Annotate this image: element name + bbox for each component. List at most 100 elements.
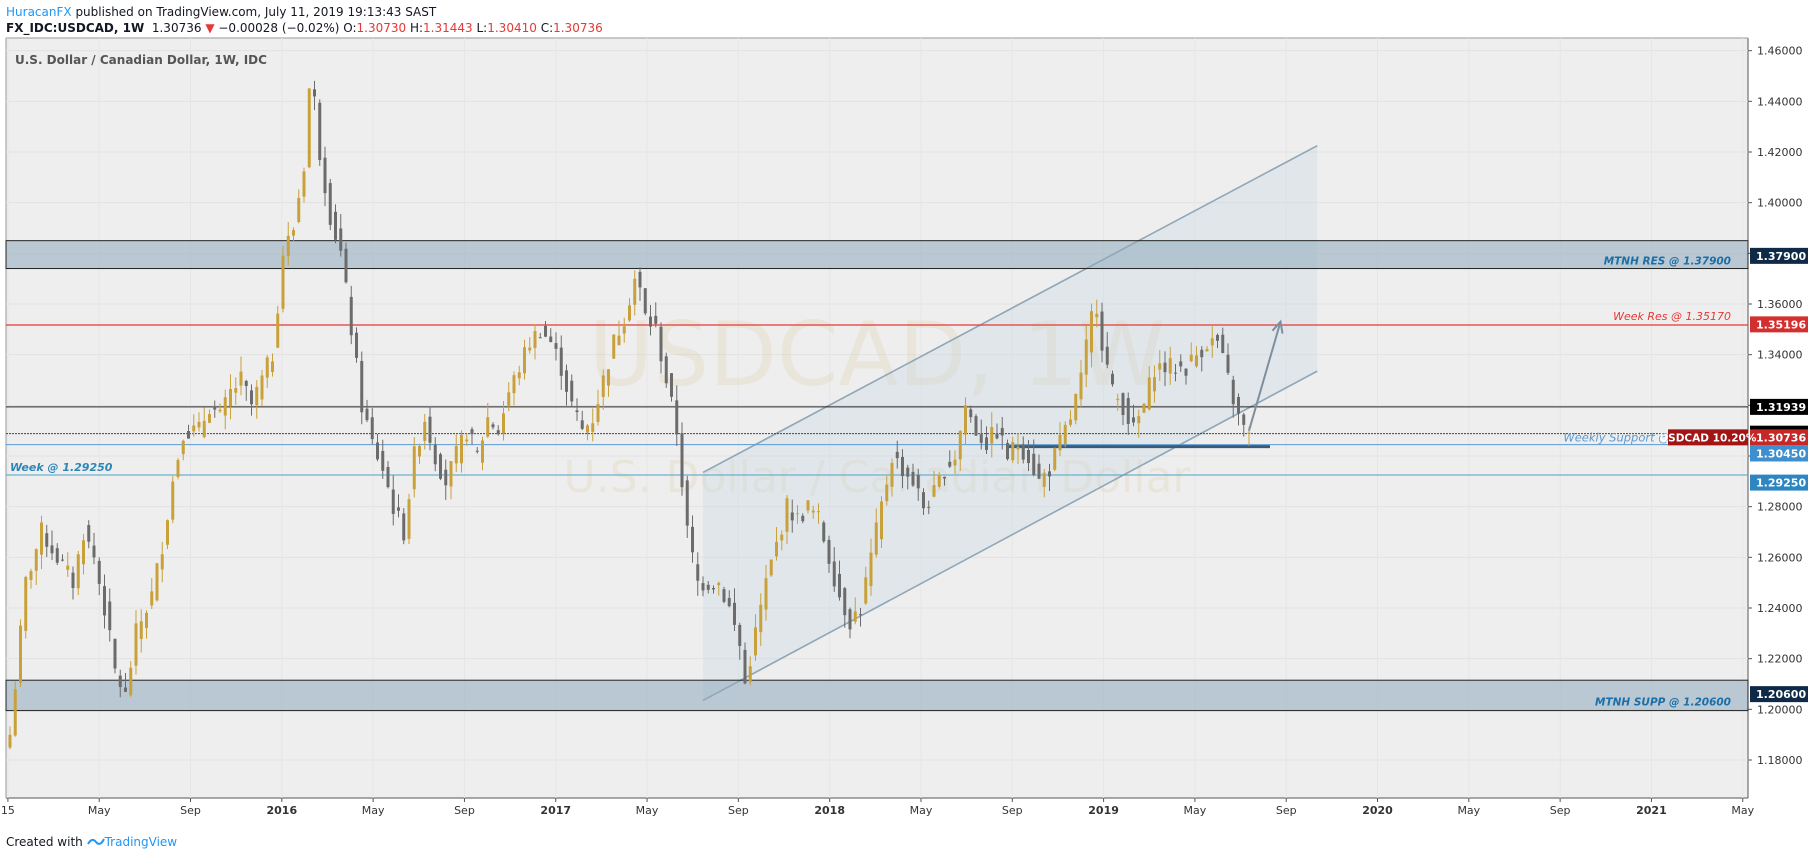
- x-tick-label: May: [362, 804, 385, 817]
- x-tick-label: May: [1457, 804, 1480, 817]
- badge-week-res: [1750, 316, 1808, 333]
- candle-body: [365, 408, 369, 421]
- candle-body: [922, 492, 925, 509]
- candle-body: [591, 423, 595, 432]
- candle-body: [124, 687, 127, 692]
- candle-body: [213, 406, 217, 410]
- candle-body: [596, 404, 600, 422]
- candle-body: [1147, 377, 1151, 410]
- badge-mtnh-res: [1750, 247, 1808, 264]
- chart-title: U.S. Dollar / Canadian Dollar, 1W, IDC: [15, 53, 267, 67]
- candle-body: [454, 445, 458, 464]
- candle-body: [87, 525, 91, 542]
- candle-body: [1021, 444, 1025, 460]
- candle-body: [743, 649, 747, 684]
- candle-body: [670, 373, 673, 397]
- candle-body: [318, 102, 322, 161]
- x-tick-label: Sep: [1002, 804, 1023, 817]
- candle-body: [349, 296, 353, 336]
- candle-body: [202, 420, 206, 438]
- candle-body: [1142, 403, 1146, 413]
- candle-body: [727, 597, 731, 607]
- candle-body: [580, 420, 584, 429]
- candle-body: [370, 417, 374, 440]
- candle-body: [706, 584, 710, 590]
- candle-body: [517, 372, 521, 379]
- candle-body: [1174, 372, 1177, 374]
- candle-body: [796, 513, 799, 515]
- candle-body: [885, 484, 889, 502]
- price-change: −0.00028 (−0.02%): [218, 21, 340, 35]
- badge-last-price-text: 1.30736: [1756, 431, 1806, 444]
- candle-body: [34, 549, 38, 571]
- x-tick-label: Sep: [1550, 804, 1571, 817]
- candle-body: [869, 552, 873, 587]
- candle-body: [1016, 446, 1020, 450]
- channel-lower-line: [702, 370, 1318, 702]
- candle-body: [701, 583, 705, 591]
- candle-body: [192, 425, 196, 432]
- candle-body: [250, 390, 253, 405]
- candle-body: [785, 498, 789, 532]
- x-tick-label: 2018: [814, 804, 845, 817]
- candle-body: [512, 375, 516, 394]
- y-tick-label: 1.26000: [1757, 551, 1803, 564]
- candle-body: [927, 506, 931, 508]
- candle-body: [444, 469, 448, 486]
- candle-body: [160, 554, 164, 570]
- down-arrow-icon: ▼: [205, 21, 215, 35]
- candle-body: [559, 347, 563, 376]
- y-tick-label: 1.28000: [1757, 501, 1803, 514]
- candle-body: [45, 533, 49, 547]
- candle-body: [617, 335, 621, 346]
- candle-body: [19, 625, 22, 683]
- candle-body: [990, 427, 994, 444]
- candle-body: [948, 461, 952, 467]
- candle-body: [465, 439, 469, 442]
- candle-body: [139, 621, 143, 640]
- candle-body: [1063, 424, 1067, 444]
- candle-body: [985, 437, 988, 450]
- candle-body: [460, 434, 463, 464]
- candle-body: [328, 183, 332, 225]
- candle-body: [754, 627, 757, 656]
- candle-body: [1179, 361, 1183, 367]
- y-tick-label: 1.20000: [1757, 703, 1803, 716]
- tradingview-link[interactable]: TradingView: [104, 835, 178, 849]
- channel-upper-line: [702, 144, 1318, 474]
- candle-body: [649, 316, 652, 327]
- candle-body: [1126, 398, 1130, 424]
- candle-body: [964, 405, 967, 435]
- candle-body: [1090, 311, 1093, 353]
- created-with-text: Created with: [6, 835, 83, 849]
- candle-body: [271, 361, 274, 372]
- candle-body: [911, 471, 915, 486]
- candle-body: [880, 501, 883, 540]
- candle-body: [901, 456, 904, 477]
- candle-body: [1074, 393, 1078, 421]
- low-label: L:: [476, 21, 488, 35]
- candle-body: [528, 347, 532, 351]
- candle-body: [811, 510, 815, 513]
- candle-body: [82, 540, 85, 565]
- week-support-label: Week @ 1.29250: [10, 461, 113, 474]
- candle-body: [176, 460, 180, 477]
- candle-body: [544, 325, 547, 337]
- tradingview-logo-icon[interactable]: [86, 835, 105, 850]
- candle-body: [1095, 313, 1099, 318]
- projection-arrow: [1248, 321, 1282, 431]
- last-price-tag: [1668, 429, 1748, 446]
- x-tick-label: 2021: [1636, 804, 1667, 817]
- candle-body: [218, 409, 222, 412]
- author-link[interactable]: HuracanFX: [6, 5, 72, 19]
- candle-body: [428, 416, 432, 443]
- candle-body: [1069, 419, 1072, 425]
- last-price-tag-text: USDCAD 10.20%: [1660, 432, 1757, 444]
- candle-body: [916, 474, 920, 489]
- candle-body: [1237, 397, 1240, 414]
- candle-body: [1084, 339, 1088, 375]
- candle-body: [633, 278, 637, 305]
- candle-body: [360, 360, 364, 413]
- candle-body: [838, 573, 841, 598]
